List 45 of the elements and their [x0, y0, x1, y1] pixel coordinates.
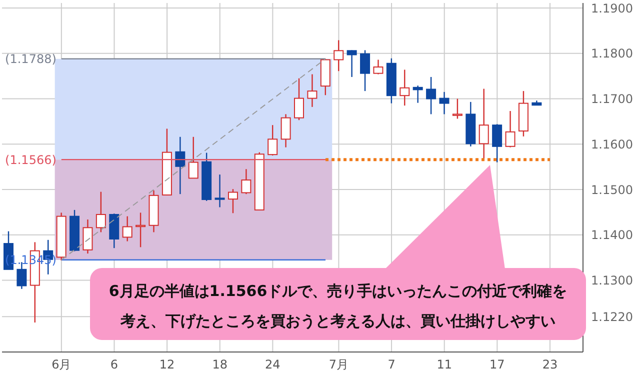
x-tick-label: 23: [542, 358, 558, 372]
candlestick: [412, 85, 423, 104]
candlestick: [492, 124, 502, 163]
candlestick: [346, 50, 357, 78]
annotation: 6月足の半値は1.1566ドルで、売り手はいったんこの付近で利確を考え、下げたところを買おうと考える人は、買い仕掛けしやすい: [108, 281, 568, 332]
candlestick: [452, 98, 462, 120]
candlestick: [228, 188, 238, 214]
x-tick-label: 7月: [328, 358, 349, 372]
candlestick: [96, 191, 106, 233]
candlestick: [268, 124, 278, 156]
candlestick: [280, 114, 291, 148]
y-tick-label: 1.1300: [591, 274, 633, 288]
y-tick-label: 1.1700: [591, 92, 633, 106]
candlestick: [122, 216, 132, 242]
candlestick: [426, 76, 436, 115]
ref-line-label: (1.1788): [5, 52, 56, 66]
x-tick-label: 7: [388, 358, 396, 372]
x-tick-label: 18: [212, 358, 228, 372]
y-tick-label: 1.1600: [591, 137, 633, 152]
x-tick-label: 24: [265, 358, 280, 372]
candlestick: [334, 40, 344, 72]
candlestick: [188, 136, 198, 179]
candlestick: [439, 91, 450, 115]
candlestick: [373, 59, 384, 75]
y-tick-label: 1.1220: [591, 310, 633, 324]
candlestick: [136, 212, 146, 248]
candlestick: [175, 136, 186, 195]
y-tick-label: 1.1900: [591, 1, 633, 16]
candlestick: [400, 69, 410, 106]
x-tick-label: 11: [436, 358, 452, 372]
y-tick-label: 1.1400: [591, 228, 633, 242]
x-tick-label: 12: [159, 358, 175, 372]
candlestick: [82, 218, 93, 254]
y-tick-label: 1.1500: [591, 182, 633, 197]
ref-line-label: (1.1566): [5, 152, 56, 167]
candlestick: [294, 78, 304, 121]
x-tick-label: 6月: [52, 358, 72, 372]
candlestick: [360, 50, 370, 92]
candlestick: [505, 110, 516, 148]
x-tick-label: 6: [110, 358, 118, 372]
x-tick-label: 17: [490, 358, 505, 372]
candlestick: [214, 174, 225, 208]
candlestick: [241, 168, 252, 195]
y-tick-label: 1.1800: [591, 46, 633, 61]
candlestick: [307, 74, 318, 108]
